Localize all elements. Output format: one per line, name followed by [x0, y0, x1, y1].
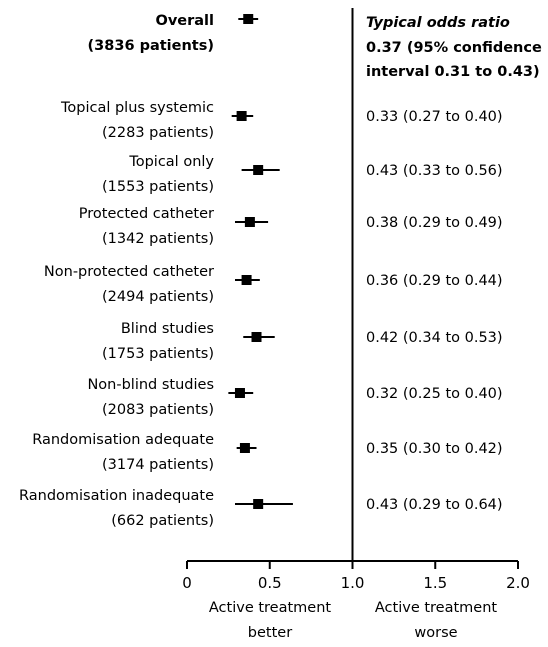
subgroup-patients: (2083 patients)	[102, 402, 214, 418]
subgroup-patients: (662 patients)	[111, 513, 214, 529]
caption-worse-line2: worse	[414, 625, 457, 641]
subgroup-patients: (2283 patients)	[102, 125, 214, 141]
summary-point	[243, 14, 254, 24]
x-tick-label: 1.0	[341, 574, 365, 592]
x-tick-label: 2.0	[506, 574, 530, 592]
axis-captions: Active treatment better Active treatment wo…	[209, 600, 498, 641]
subgroup-point	[234, 388, 245, 398]
subgroup-label: Randomisation inadequate	[19, 488, 214, 504]
caption-better-line2: better	[248, 625, 292, 641]
subgroup-point	[251, 332, 262, 342]
subgroup-value: 0.42 (0.34 to 0.53)	[366, 330, 503, 346]
caption-worse-line1: Active treatment	[375, 600, 498, 616]
subgroup-label: Randomisation adequate	[32, 432, 214, 448]
x-tick-label: 0	[182, 574, 192, 592]
subgroup-patients: (1753 patients)	[102, 346, 214, 362]
plot-rows: Overall (3836 patients) Typical odds ratio…	[19, 13, 542, 529]
subgroup-value: 0.32 (0.25 to 0.40)	[366, 386, 503, 402]
subgroup-value: 0.43 (0.33 to 0.56)	[366, 163, 503, 179]
subgroup-patients: (1553 patients)	[102, 179, 214, 195]
subgroup-value: 0.35 (0.30 to 0.42)	[366, 441, 503, 457]
subgroup-label: Topical only	[128, 154, 214, 170]
subgroup-label: Protected catheter	[79, 206, 214, 222]
caption-better-line1: Active treatment	[209, 600, 332, 616]
subgroup-value: 0.33 (0.27 to 0.40)	[366, 109, 503, 125]
subgroup-row: Protected catheter (1342 patients) 0.38 (0…	[79, 206, 503, 247]
summary-value-line2: 0.37 (95% confidence	[366, 40, 542, 56]
subgroup-patients: (3174 patients)	[102, 457, 214, 473]
subgroup-point	[236, 111, 247, 121]
x-axis: 0 0.5 1.0 1.5 2.0	[182, 8, 530, 592]
subgroup-label: Non-protected catheter	[44, 264, 214, 280]
x-tick-label: 0.5	[258, 574, 282, 592]
subgroup-row: Non-blind studies (2083 patients) 0.32 (0.…	[87, 377, 502, 418]
subgroup-point	[253, 165, 264, 175]
subgroup-point	[239, 443, 250, 453]
subgroup-row: Randomisation adequate (3174 patients) 0.3…	[32, 432, 502, 473]
subgroup-label: Non-blind studies	[87, 377, 214, 393]
subgroup-patients: (1342 patients)	[102, 231, 214, 247]
summary-value-line3: interval 0.31 to 0.43)	[366, 64, 540, 80]
subgroup-patients: (2494 patients)	[102, 289, 214, 305]
subgroup-row: Non-protected catheter (2494 patients) 0.3…	[44, 264, 503, 305]
subgroup-point	[244, 217, 255, 227]
subgroup-row: Blind studies (1753 patients) 0.42 (0.34 t…	[102, 321, 503, 362]
subgroup-label: Topical plus systemic	[60, 100, 214, 116]
summary-value-title: Typical odds ratio	[366, 15, 510, 31]
subgroup-value: 0.36 (0.29 to 0.44)	[366, 273, 503, 289]
subgroup-row: Randomisation inadequate (662 patients) 0.…	[19, 488, 503, 529]
x-tick-label: 1.5	[423, 574, 447, 592]
subgroup-value: 0.43 (0.29 to 0.64)	[366, 497, 503, 513]
summary-patients: (3836 patients)	[88, 38, 214, 54]
subgroup-row: Topical only (1553 patients) 0.43 (0.33 to…	[102, 154, 503, 195]
subgroup-point	[241, 275, 252, 285]
summary-label: Overall	[156, 13, 215, 29]
subgroup-point	[253, 499, 264, 509]
subgroup-value: 0.38 (0.29 to 0.49)	[366, 215, 503, 231]
subgroup-label: Blind studies	[121, 321, 214, 337]
summary-row: Overall (3836 patients) Typical odds ratio…	[88, 13, 542, 80]
subgroup-row: Topical plus systemic (2283 patients) 0.33…	[60, 100, 503, 141]
